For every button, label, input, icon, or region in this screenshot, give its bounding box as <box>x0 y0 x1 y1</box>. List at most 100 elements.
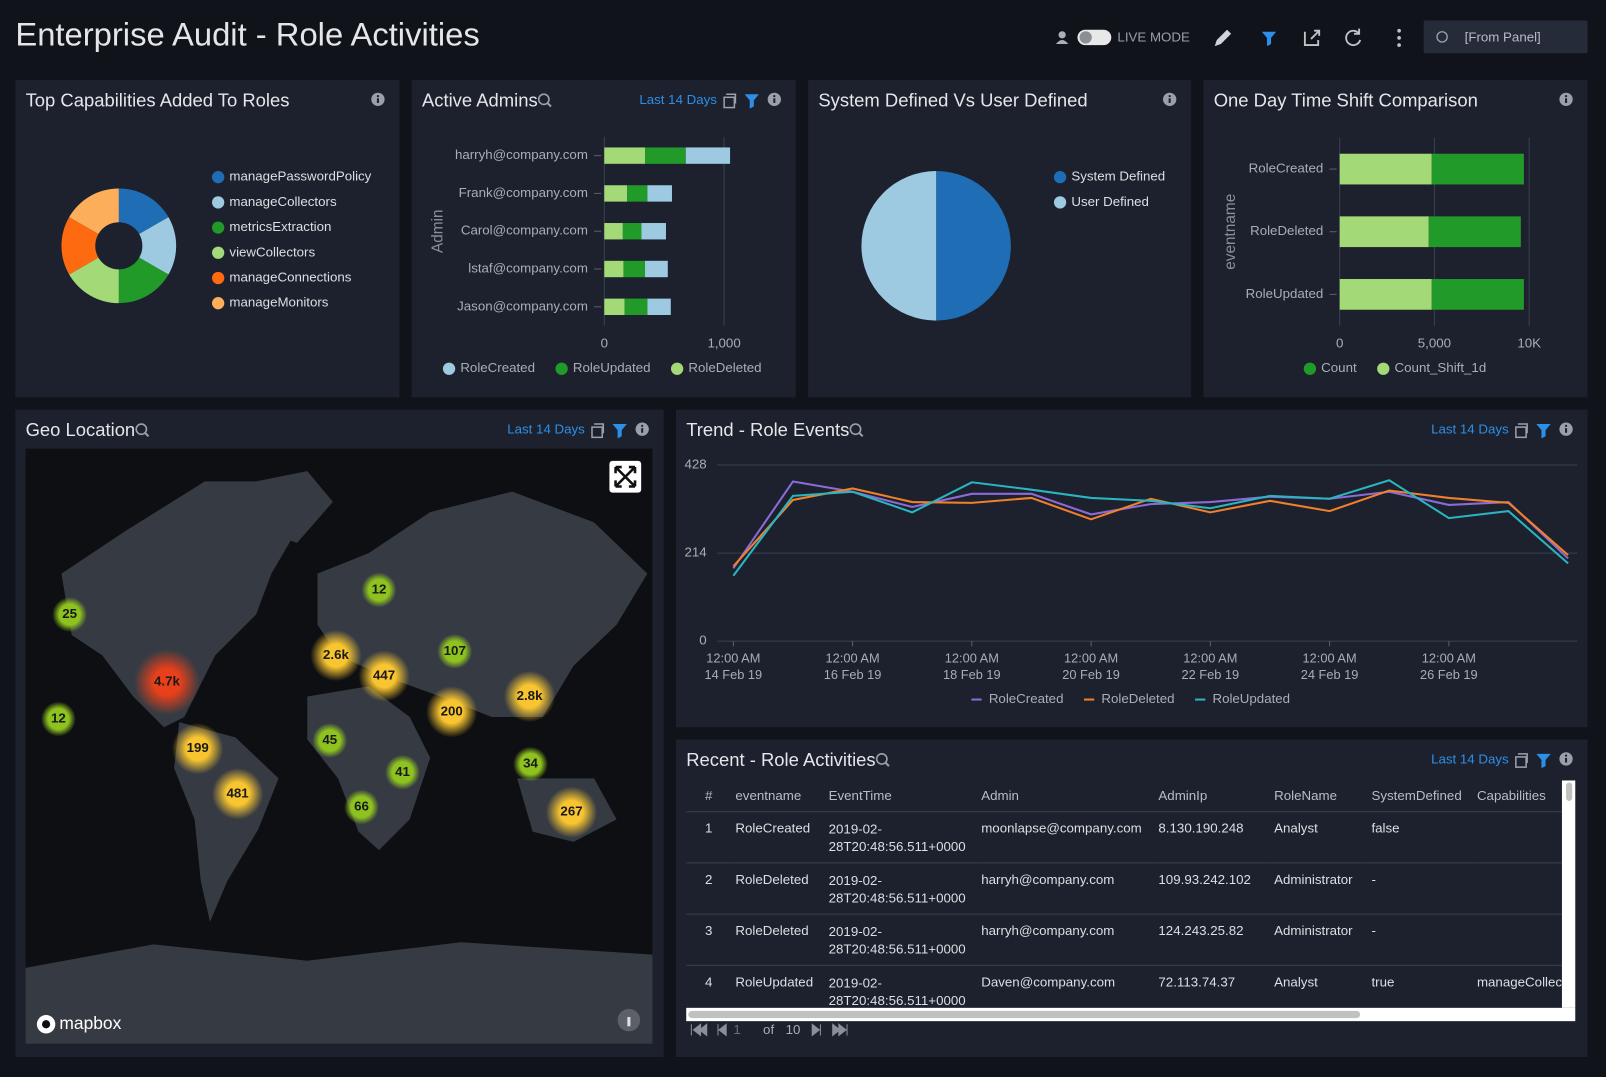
map-cluster[interactable] <box>344 789 379 825</box>
column-header: RoleName <box>1270 778 1368 813</box>
map-cluster[interactable] <box>385 754 420 790</box>
panel-time-range[interactable]: Last 14 Days <box>639 92 717 107</box>
copy-button[interactable] <box>591 423 605 439</box>
map-cluster-label: 199 <box>187 740 209 755</box>
map-cluster[interactable] <box>52 597 88 632</box>
legend-label[interactable]: RoleDeleted <box>1101 691 1174 706</box>
info-icon-dot <box>376 94 380 98</box>
map-cluster[interactable] <box>358 650 410 702</box>
h-scrollbar-thumb[interactable] <box>688 1010 1361 1019</box>
info-button[interactable] <box>767 92 781 107</box>
next-page-button[interactable] <box>811 1023 821 1037</box>
info-button[interactable] <box>1559 422 1573 436</box>
legend-label[interactable]: viewCollectors <box>229 244 315 259</box>
copy-button[interactable] <box>1515 423 1528 439</box>
copy-icon <box>1515 756 1527 768</box>
map-cluster[interactable] <box>212 768 264 820</box>
search-icon <box>144 432 150 438</box>
search-button[interactable] <box>135 423 150 438</box>
share-button[interactable] <box>1303 29 1321 46</box>
map-cluster[interactable] <box>172 723 224 775</box>
y-tick-label: 0 <box>699 633 706 648</box>
filter-button[interactable] <box>612 424 627 439</box>
refresh-button[interactable] <box>1345 28 1362 46</box>
map-cluster[interactable] <box>513 746 548 782</box>
map-cluster[interactable] <box>361 572 397 608</box>
map-cluster[interactable] <box>545 786 598 838</box>
map-cluster[interactable] <box>134 649 200 715</box>
legend-label[interactable]: manageConnections <box>229 269 351 284</box>
panel-time-range[interactable]: Last 14 Days <box>1431 422 1509 437</box>
legend-label[interactable]: RoleCreated <box>989 691 1064 706</box>
x-tick-label: 12:00 AM 22 Feb 19 <box>1181 651 1240 683</box>
legend-label[interactable]: metricsExtraction <box>229 219 331 234</box>
legend-label[interactable]: Count <box>1321 360 1357 375</box>
map-cluster-label: 12 <box>51 711 66 726</box>
filter-button[interactable] <box>1536 424 1551 439</box>
legend-label[interactable]: User Defined <box>1071 194 1149 209</box>
info-icon-dot <box>641 424 644 428</box>
bar-segment <box>1431 153 1524 185</box>
bar-segment <box>624 298 648 316</box>
info-button[interactable] <box>1163 92 1177 107</box>
filter-button[interactable] <box>1536 753 1551 769</box>
panel-title: Active Admins <box>422 89 538 110</box>
panel-time-range[interactable]: Last 14 Days <box>1431 751 1509 766</box>
legend-label[interactable]: RoleDeleted <box>688 360 761 375</box>
info-icon-dot <box>1564 424 1568 428</box>
map-cluster[interactable] <box>437 633 473 669</box>
copy-button[interactable] <box>723 93 737 109</box>
legend-label[interactable]: RoleUpdated <box>1212 691 1290 706</box>
search-icon <box>875 753 888 765</box>
search-button[interactable] <box>849 423 864 438</box>
map-cluster[interactable] <box>310 629 362 682</box>
legend-marker <box>1377 362 1390 375</box>
info-button[interactable] <box>371 92 385 107</box>
x-tick-label-box: 12:00 AM 20 Feb 19 <box>1062 651 1120 682</box>
search-button[interactable] <box>875 753 890 767</box>
menu-dot[interactable] <box>1397 28 1401 33</box>
edit-button[interactable] <box>1214 29 1232 47</box>
map-cluster[interactable] <box>426 686 478 738</box>
y-tick-label: RoleUpdated <box>1246 286 1324 301</box>
menu-dot[interactable] <box>1397 36 1401 40</box>
legend-marker <box>1303 362 1317 375</box>
map-cluster[interactable] <box>503 670 556 723</box>
prev-page-button[interactable] <box>717 1023 727 1037</box>
info-icon-bar <box>773 98 776 103</box>
table-cell <box>1472 862 1562 915</box>
legend-label[interactable]: Count_Shift_1d <box>1395 360 1487 375</box>
filter-button[interactable] <box>744 94 759 109</box>
map-cluster-label: 25 <box>62 606 77 621</box>
x-tick-label-box: 12:00 AM 16 Feb 19 <box>824 651 882 682</box>
legend-label[interactable]: RoleUpdated <box>573 360 651 375</box>
copy-button[interactable] <box>1515 753 1528 768</box>
v-scrollbar-thumb[interactable] <box>1566 782 1573 801</box>
table-cell: Daven@company.com <box>977 965 1155 1008</box>
menu-dot[interactable] <box>1397 43 1401 47</box>
filter-button[interactable] <box>1261 31 1277 47</box>
panel-time-range[interactable]: Last 14 Days <box>507 422 585 437</box>
legend-label[interactable]: managePasswordPolicy <box>229 169 371 184</box>
dashboard-title: Enterprise Audit - Role Activities <box>15 16 479 53</box>
info-button[interactable] <box>1559 752 1573 766</box>
legend-label[interactable]: RoleCreated <box>460 360 535 375</box>
map-cluster[interactable] <box>40 701 76 737</box>
table-cell: 2019-02-28T20:48:56.511+0000 <box>824 811 978 864</box>
legend-marker <box>212 171 225 184</box>
search-button[interactable] <box>537 93 552 108</box>
legend-label[interactable]: manageMonitors <box>229 295 328 310</box>
x-tick-label: 12:00 AM 18 Feb 19 <box>942 651 1001 683</box>
legend-label[interactable]: manageCollectors <box>229 194 337 209</box>
legend-label[interactable]: System Defined <box>1071 169 1165 184</box>
bar-segment <box>623 260 646 278</box>
info-button[interactable] <box>635 422 649 436</box>
map-cluster[interactable] <box>312 723 348 758</box>
first-page-button[interactable] <box>690 1023 708 1037</box>
table-cell: harryh@company.com <box>977 862 1155 915</box>
last-page-button[interactable] <box>832 1023 848 1037</box>
slice <box>861 171 937 321</box>
time-range-box[interactable] <box>1423 20 1588 54</box>
info-button[interactable] <box>1559 92 1573 107</box>
column-header: # <box>686 778 732 813</box>
